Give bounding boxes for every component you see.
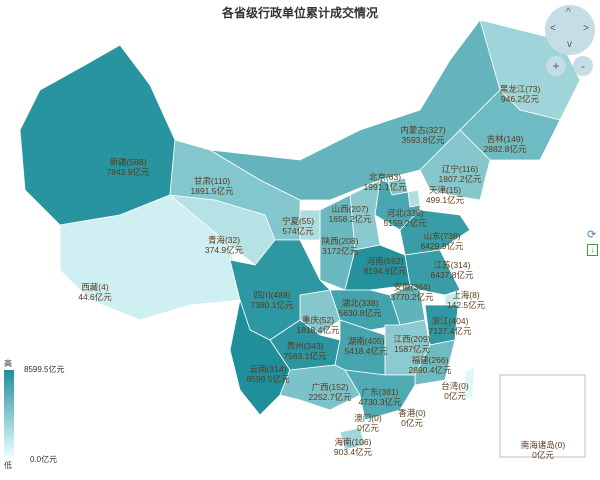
province-label: 贵州(343)	[287, 341, 324, 351]
province-label: 新疆(588)	[110, 157, 147, 167]
province-value-label: 6429.9亿元	[421, 241, 464, 251]
province-label: 南海诸岛(0)	[521, 440, 566, 450]
province-label: 北京(63)	[369, 172, 401, 182]
province-台湾[interactable]	[462, 365, 476, 401]
province-value-label: 1991.1亿元	[364, 182, 407, 192]
province-value-label: 2890.4亿元	[409, 365, 452, 375]
province-value-label: 6437.8亿元	[431, 270, 474, 280]
province-label: 广东(381)	[362, 387, 399, 397]
province-value-label: 8599.5亿元	[247, 374, 290, 384]
province-辽宁[interactable]	[419, 129, 491, 201]
province-label: 香港(0)	[398, 408, 426, 418]
province-label: 山东(738)	[424, 231, 461, 241]
province-label: 台湾(0)	[441, 381, 469, 391]
province-label: 内蒙古(327)	[400, 125, 446, 135]
province-value-label: 7380.1亿元	[251, 300, 294, 310]
province-label: 吉林(149)	[487, 134, 524, 144]
province-label: 山西(207)	[332, 204, 369, 214]
legend-max-text: 8599.5亿元	[24, 365, 65, 374]
province-value-label: 903.4亿元	[334, 447, 373, 457]
province-value-label: 0亿元	[401, 418, 423, 428]
province-label: 福建(266)	[412, 355, 449, 365]
province-value-label: 5630.8亿元	[339, 308, 382, 318]
province-label: 陕西(208)	[322, 236, 359, 246]
province-value-label: 946.2亿元	[501, 94, 540, 104]
zoom-out-button[interactable]: -	[573, 56, 593, 76]
province-河北[interactable]	[374, 179, 421, 231]
province-label: 上海(8)	[452, 290, 480, 300]
province-label: 甘肃(110)	[194, 176, 230, 186]
province-西藏[interactable]	[59, 194, 241, 321]
province-value-label: 2252.7亿元	[309, 392, 352, 402]
province-value-label: 7127.4亿元	[429, 326, 472, 336]
pan-right-button[interactable]: >	[583, 23, 589, 34]
province-value-label: 1891.5亿元	[191, 186, 234, 196]
province-value-label: 499.1亿元	[426, 195, 465, 205]
province-value-label: 142.5亿元	[447, 300, 486, 310]
chart-title: 各省级行政单位累计成交情况	[221, 6, 378, 20]
legend-high-label: 高	[4, 359, 12, 368]
province-value-label: 374.9亿元	[205, 245, 244, 255]
province-value-label: 0亿元	[444, 391, 466, 401]
province-label: 海南(106)	[335, 437, 372, 447]
province-value-label: 7843.9亿元	[107, 167, 150, 177]
pan-left-button[interactable]: <	[550, 23, 556, 34]
province-宁夏[interactable]	[299, 209, 321, 241]
province-label: 河南(592)	[367, 256, 404, 266]
province-广东[interactable]	[344, 369, 416, 421]
province-新疆[interactable]	[19, 44, 176, 226]
province-label: 浙江(404)	[432, 316, 469, 326]
province-value-label: 8194.9亿元	[364, 266, 407, 276]
province-福建[interactable]	[414, 339, 456, 386]
province-label: 重庆(52)	[302, 315, 334, 325]
province-label: 黑龙江(73)	[500, 84, 541, 94]
province-label: 河北(336)	[387, 208, 424, 218]
province-label: 四川(488)	[254, 290, 291, 300]
province-value-label: 5159.2亿元	[384, 218, 427, 228]
province-label: 广西(152)	[312, 382, 349, 392]
province-value-label: 7563.1亿元	[284, 351, 327, 361]
province-label: 安徽(364)	[394, 282, 431, 292]
province-value-label: 3593.8亿元	[402, 135, 445, 145]
pan-down-button[interactable]: v	[567, 39, 572, 50]
province-value-label: 1587亿元	[394, 344, 430, 354]
province-label: 云南(314)	[250, 364, 287, 374]
province-label: 西藏(4)	[81, 282, 109, 292]
province-广西[interactable]	[279, 364, 361, 411]
province-label: 江苏(314)	[434, 260, 471, 270]
province-value-label: 3172亿元	[322, 246, 358, 256]
province-label: 天津(15)	[429, 185, 461, 195]
province-value-label: 1658.2亿元	[329, 214, 372, 224]
province-label: 宁夏(55)	[282, 216, 314, 226]
province-value-label: 3770.2亿元	[391, 292, 434, 302]
visual-map-bar[interactable]	[4, 370, 14, 456]
province-value-label: 2882.8亿元	[484, 144, 527, 154]
save-image-icon[interactable]: ↓	[587, 244, 598, 256]
province-value-label: 4730.3亿元	[359, 397, 402, 407]
legend-min-text: 0.0亿元	[30, 455, 58, 464]
province-label: 辽宁(116)	[442, 164, 478, 174]
province-value-label: 574亿元	[282, 226, 314, 236]
legend-low-label: 低	[4, 461, 12, 470]
province-value-label: 1818.4亿元	[297, 325, 340, 335]
pan-control[interactable]: ^ v < >	[545, 5, 595, 55]
province-value-label: 0亿元	[532, 450, 554, 460]
province-label: 湖南(405)	[348, 336, 385, 346]
province-value-label: 5418.4亿元	[345, 346, 388, 356]
south-china-sea-inset	[499, 374, 586, 458]
province-label: 江西(209)	[394, 334, 431, 344]
pan-up-button[interactable]: ^	[566, 7, 571, 18]
province-海南[interactable]	[339, 427, 366, 451]
province-label: 青海(32)	[208, 235, 240, 245]
zoom-in-button[interactable]: +	[546, 56, 566, 76]
refresh-icon[interactable]: ⟳	[587, 229, 597, 241]
province-value-label: 1807.2亿元	[439, 174, 482, 184]
province-label: 澳门(0)	[354, 413, 382, 423]
province-value-label: 0亿元	[357, 423, 379, 433]
province-label: 湖北(338)	[342, 298, 379, 308]
province-value-label: 44.6亿元	[78, 292, 112, 302]
